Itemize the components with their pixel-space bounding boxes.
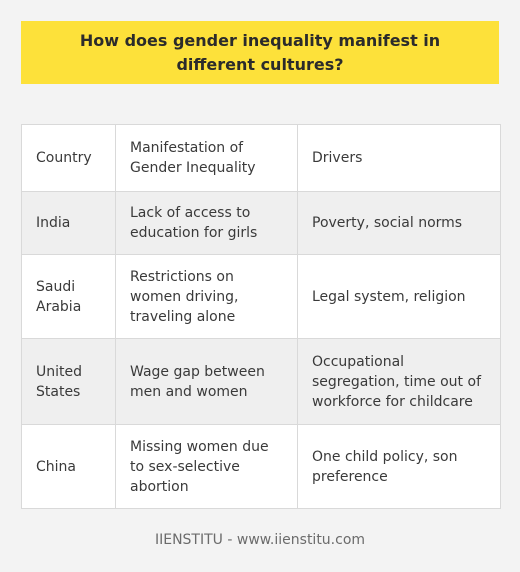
table-row: United States Wage gap between men and w… (21, 338, 501, 425)
table-header-row: Country Manifestation of Gender Inequali… (21, 124, 501, 192)
header-cell: Country (21, 124, 116, 192)
table-row: China Missing women due to sex-selective… (21, 424, 501, 509)
cell-drivers: One child policy, son preference (297, 424, 501, 509)
cell-country: United States (21, 338, 116, 425)
cell-manifestation: Missing women due to sex-selective abort… (115, 424, 298, 509)
cell-drivers: Occupational segregation, time out of wo… (297, 338, 501, 425)
cell-manifestation: Lack of access to education for girls (115, 191, 298, 255)
footer-credit: IIENSTITU - www.iienstitu.com (154, 532, 366, 548)
header-cell: Drivers (297, 124, 501, 192)
cell-country: China (21, 424, 116, 509)
cell-country: India (21, 191, 116, 255)
table-row: Saudi Arabia Restrictions on women drivi… (21, 254, 501, 339)
cell-drivers: Legal system, religion (297, 254, 501, 339)
title-banner: How does gender inequality manifest in d… (21, 21, 499, 84)
cell-drivers: Poverty, social norms (297, 191, 501, 255)
cell-manifestation: Restrictions on women driving, traveling… (115, 254, 298, 339)
table-row: India Lack of access to education for gi… (21, 191, 501, 255)
header-cell: Manifestation of Gender Inequality (115, 124, 298, 192)
cell-manifestation: Wage gap between men and women (115, 338, 298, 425)
cell-country: Saudi Arabia (21, 254, 116, 339)
page-title: How does gender inequality manifest in d… (79, 30, 441, 74)
comparison-table: Country Manifestation of Gender Inequali… (21, 124, 501, 509)
